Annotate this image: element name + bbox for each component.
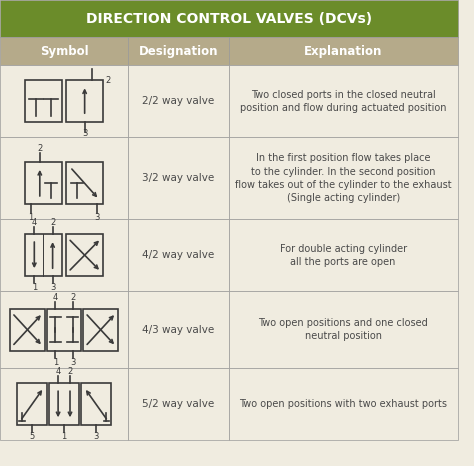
Bar (0, 137, 128, 219)
Text: 1: 1 (28, 213, 33, 222)
Text: In the first position flow takes place
to the cylinder. In the second position
f: In the first position flow takes place t… (235, 153, 451, 203)
Bar (10, 308, 45, 350)
Bar (0, 368, 128, 440)
Bar (128, 137, 229, 219)
Text: 4/3 way valve: 4/3 way valve (142, 325, 215, 335)
Text: 2: 2 (105, 76, 110, 85)
Text: 2: 2 (67, 367, 73, 377)
Bar (66, 162, 103, 204)
Text: DIRECTION CONTROL VALVES (DCVs): DIRECTION CONTROL VALVES (DCVs) (86, 12, 372, 26)
Text: 2: 2 (50, 218, 55, 227)
Text: 3: 3 (70, 358, 75, 367)
Bar (25, 80, 62, 122)
Text: Explanation: Explanation (304, 45, 383, 58)
Bar (229, 137, 457, 219)
Text: Symbol: Symbol (40, 45, 88, 58)
Bar (0, 291, 128, 368)
Bar (83, 308, 118, 350)
Bar (25, 162, 62, 204)
Bar (229, 291, 457, 368)
Bar (128, 37, 229, 65)
Text: For double acting cylinder
all the ports are open: For double acting cylinder all the ports… (280, 244, 407, 267)
Text: 2/2 way valve: 2/2 way valve (142, 96, 215, 106)
Text: 3: 3 (50, 283, 55, 292)
Bar (128, 219, 229, 291)
Text: 2: 2 (37, 144, 43, 153)
Bar (81, 383, 111, 425)
Text: 3: 3 (95, 213, 100, 222)
Bar (229, 219, 457, 291)
Bar (66, 80, 103, 122)
Bar (25, 234, 62, 276)
Text: 1: 1 (32, 283, 37, 292)
Text: 2: 2 (70, 293, 75, 302)
Text: Two open positions with two exhaust ports: Two open positions with two exhaust port… (239, 399, 447, 409)
Text: 1: 1 (53, 358, 58, 367)
Text: 1: 1 (62, 432, 67, 441)
Bar (0, 37, 128, 65)
Bar (0, 219, 128, 291)
Text: 5/2 way valve: 5/2 way valve (142, 399, 215, 409)
Text: Two closed ports in the closed neutral
position and flow during actuated positio: Two closed ports in the closed neutral p… (240, 90, 447, 113)
Text: 5: 5 (29, 432, 35, 441)
Text: 3: 3 (93, 432, 99, 441)
Text: 4: 4 (32, 218, 37, 227)
Bar (128, 65, 229, 137)
Bar (128, 291, 229, 368)
Bar (0, 65, 128, 137)
Text: Two open positions and one closed
neutral position: Two open positions and one closed neutra… (258, 318, 428, 341)
Text: 3/2 way valve: 3/2 way valve (142, 173, 215, 183)
Bar (128, 368, 229, 440)
Bar (229, 65, 457, 137)
Bar (229, 368, 457, 440)
Bar (17, 383, 47, 425)
Bar (66, 234, 103, 276)
Text: 3: 3 (82, 129, 87, 138)
Text: 4: 4 (53, 293, 58, 302)
Text: 4/2 way valve: 4/2 way valve (142, 250, 215, 260)
Text: 4: 4 (55, 367, 61, 377)
Bar (229, 37, 457, 65)
Bar (47, 308, 81, 350)
Bar (0, 0, 457, 37)
Text: Designation: Designation (139, 45, 218, 58)
Bar (49, 383, 79, 425)
